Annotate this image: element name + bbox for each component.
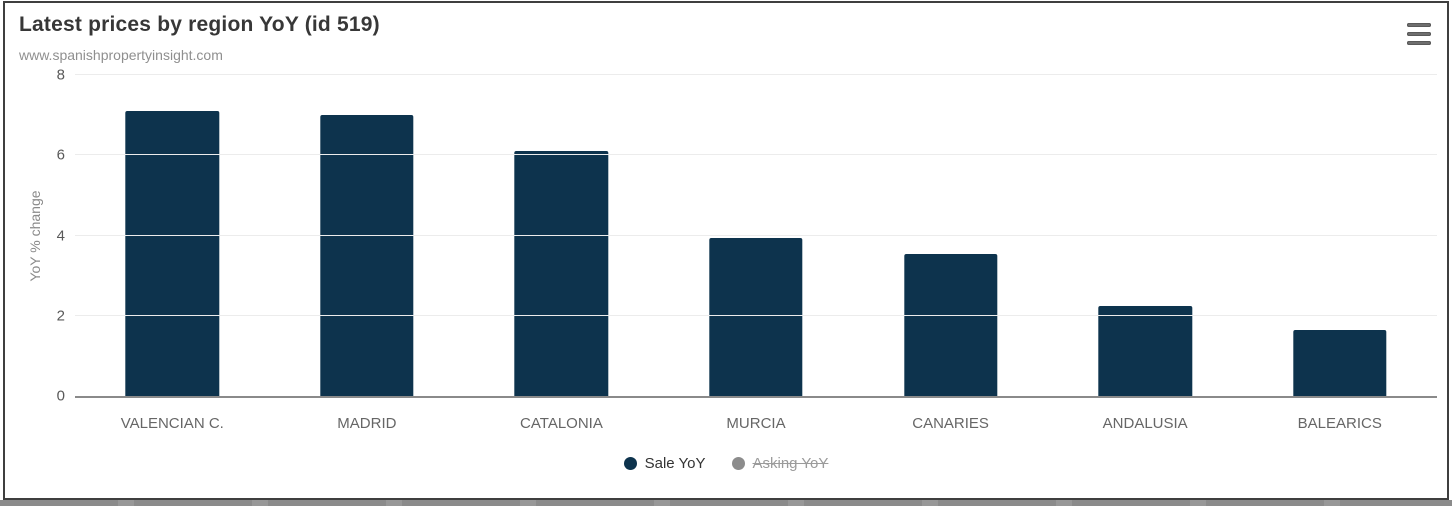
bar-column: CATALONIA	[464, 75, 659, 432]
legend-item-asking-yoy[interactable]: Asking YoY	[731, 455, 829, 472]
legend: Sale YoY Asking YoY	[5, 455, 1447, 472]
y-tick-label: 4	[56, 227, 65, 244]
bar-column: BALEARICS	[1242, 75, 1437, 432]
bar-andalusia[interactable]	[1098, 305, 1192, 396]
x-category-label: VALENCIAN C.	[120, 415, 224, 432]
chart-title: Latest prices by region YoY (id 519)	[19, 13, 380, 36]
bar-valencian-c[interactable]	[125, 111, 219, 396]
bar-madrid[interactable]	[320, 115, 414, 396]
y-gridline	[75, 154, 1437, 156]
legend-label: Asking YoY	[752, 455, 829, 472]
x-category-label: CANARIES	[912, 415, 989, 432]
chart-subtitle: www.spanishpropertyinsight.com	[19, 47, 223, 63]
chart-card: Latest prices by region YoY (id 519) www…	[3, 1, 1449, 500]
bar-murcia[interactable]	[709, 237, 803, 396]
y-gridline	[75, 234, 1437, 236]
y-gridline	[75, 74, 1437, 75]
legend-marker-icon	[731, 457, 745, 470]
x-category-label: ANDALUSIA	[1102, 415, 1188, 432]
x-category-label: CATALONIA	[520, 415, 603, 432]
bar-canaries[interactable]	[903, 253, 998, 396]
y-tick-label: 0	[56, 387, 65, 405]
bar-column: MADRID	[270, 75, 465, 432]
bar-balearics[interactable]	[1293, 329, 1387, 396]
x-category-label: MADRID	[337, 415, 397, 432]
bar-column: ANDALUSIA	[1048, 75, 1243, 432]
bar-catalonia[interactable]	[514, 151, 609, 396]
y-tick-label: 2	[56, 307, 65, 325]
y-tick-label: 6	[56, 146, 65, 164]
page-content-below-strip	[0, 500, 1452, 506]
y-tick-label: 8	[56, 66, 65, 84]
legend-item-sale-yoy[interactable]: Sale YoY	[623, 455, 706, 472]
hamburger-menu-icon	[1407, 41, 1431, 45]
x-category-label: MURCIA	[726, 415, 786, 432]
x-category-label: BALEARICS	[1297, 415, 1382, 432]
y-gridline	[75, 314, 1437, 316]
hamburger-menu-icon	[1407, 32, 1431, 36]
hamburger-menu-icon	[1407, 23, 1431, 27]
plot-area: VALENCIAN C. MADRID CATALONIA MURCIA CANARIE…	[57, 67, 1437, 432]
bar-column: MURCIA	[659, 75, 854, 432]
legend-marker-icon	[623, 457, 637, 470]
bar-columns: VALENCIAN C. MADRID CATALONIA MURCIA CANARIE…	[75, 75, 1437, 432]
bar-column: VALENCIAN C.	[75, 75, 270, 432]
legend-label: Sale YoY	[644, 455, 706, 472]
chart-context-menu-button[interactable]	[1407, 23, 1433, 45]
bar-column: CANARIES	[853, 75, 1048, 432]
